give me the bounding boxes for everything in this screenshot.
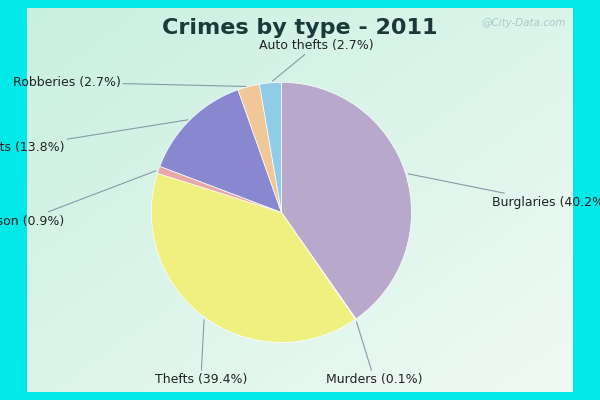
Wedge shape xyxy=(160,90,281,212)
Wedge shape xyxy=(259,82,281,212)
Text: Murders (0.1%): Murders (0.1%) xyxy=(326,322,422,386)
Text: Assaults (13.8%): Assaults (13.8%) xyxy=(0,120,188,154)
Wedge shape xyxy=(157,166,281,212)
Text: Auto thefts (2.7%): Auto thefts (2.7%) xyxy=(259,39,373,81)
Wedge shape xyxy=(281,82,412,319)
Text: Crimes by type - 2011: Crimes by type - 2011 xyxy=(162,18,438,38)
Text: Burglaries (40.2%): Burglaries (40.2%) xyxy=(408,174,600,209)
Text: Arson (0.9%): Arson (0.9%) xyxy=(0,171,156,228)
Text: Robberies (2.7%): Robberies (2.7%) xyxy=(13,76,246,89)
Wedge shape xyxy=(281,212,356,320)
Text: @City-Data.com: @City-Data.com xyxy=(482,18,566,28)
Wedge shape xyxy=(151,173,355,342)
Text: Thefts (39.4%): Thefts (39.4%) xyxy=(155,320,247,386)
Wedge shape xyxy=(238,84,281,212)
